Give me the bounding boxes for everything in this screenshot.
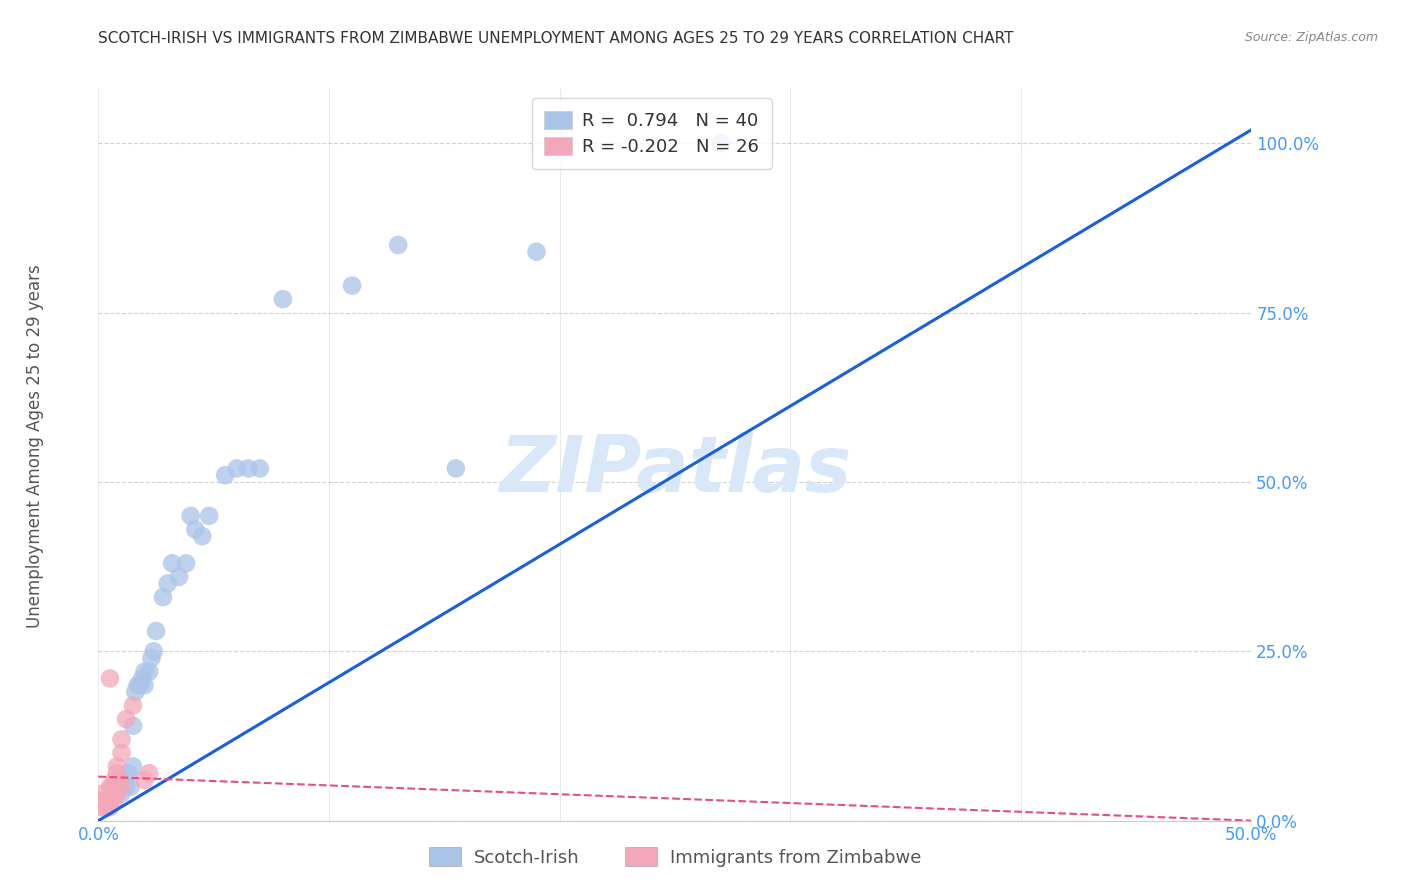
Point (444, 461, 467, 475)
Point (134, 772, 156, 787)
Point (91, 793, 114, 807)
Point (138, 766, 160, 780)
Point (101, 787, 124, 801)
Legend: Scotch-Irish, Immigrants from Zimbabwe: Scotch-Irish, Immigrants from Zimbabwe (422, 840, 928, 874)
Point (94, 800, 117, 814)
Point (184, 523, 207, 537)
Point (117, 766, 139, 780)
Point (134, 665, 156, 679)
Text: SCOTCH-IRISH VS IMMIGRANTS FROM ZIMBABWE UNEMPLOYMENT AMONG AGES 25 TO 29 YEARS : SCOTCH-IRISH VS IMMIGRANTS FROM ZIMBABWE… (98, 31, 1014, 46)
Text: Source: ZipAtlas.com: Source: ZipAtlas.com (1244, 31, 1378, 45)
Point (98, 793, 121, 807)
Point (710, 136, 733, 151)
Point (97, 793, 120, 807)
Point (97, 800, 120, 814)
Point (115, 712, 138, 726)
Point (122, 698, 145, 713)
Point (238, 461, 260, 475)
Text: Unemployment Among Ages 25 to 29 years: Unemployment Among Ages 25 to 29 years (27, 264, 44, 628)
Point (142, 644, 165, 658)
Point (191, 529, 214, 543)
Point (167, 570, 190, 584)
Point (105, 787, 128, 801)
Point (526, 244, 548, 259)
Point (108, 772, 131, 787)
Point (94, 793, 117, 807)
Point (91, 787, 114, 801)
Point (134, 678, 156, 692)
Point (141, 651, 163, 665)
Point (145, 624, 167, 638)
Point (103, 780, 125, 794)
Point (225, 461, 247, 475)
Point (129, 678, 152, 692)
Point (122, 719, 145, 733)
Point (103, 772, 125, 787)
Point (124, 685, 146, 699)
Point (108, 772, 131, 787)
Point (249, 461, 271, 475)
Point (115, 780, 138, 794)
Point (103, 793, 125, 807)
Point (120, 780, 142, 794)
Point (98, 672, 121, 686)
Point (98, 800, 121, 814)
Point (152, 590, 174, 604)
Point (98, 780, 121, 794)
Point (110, 780, 132, 794)
Point (110, 732, 132, 747)
Point (122, 759, 145, 773)
Point (110, 787, 132, 801)
Point (131, 672, 153, 686)
Point (138, 665, 160, 679)
Point (101, 780, 124, 794)
Point (160, 556, 183, 570)
Point (180, 508, 202, 523)
Point (387, 238, 409, 252)
Point (127, 678, 149, 692)
Point (156, 576, 179, 591)
Point (105, 766, 128, 780)
Point (110, 746, 132, 760)
Point (271, 292, 294, 306)
Point (105, 787, 128, 801)
Point (340, 278, 363, 293)
Point (174, 556, 197, 570)
Point (98, 793, 121, 807)
Point (110, 772, 132, 787)
Text: ZIPatlas: ZIPatlas (499, 432, 851, 508)
Point (90, 800, 112, 814)
Point (198, 508, 221, 523)
Point (214, 468, 236, 483)
Point (105, 759, 128, 773)
